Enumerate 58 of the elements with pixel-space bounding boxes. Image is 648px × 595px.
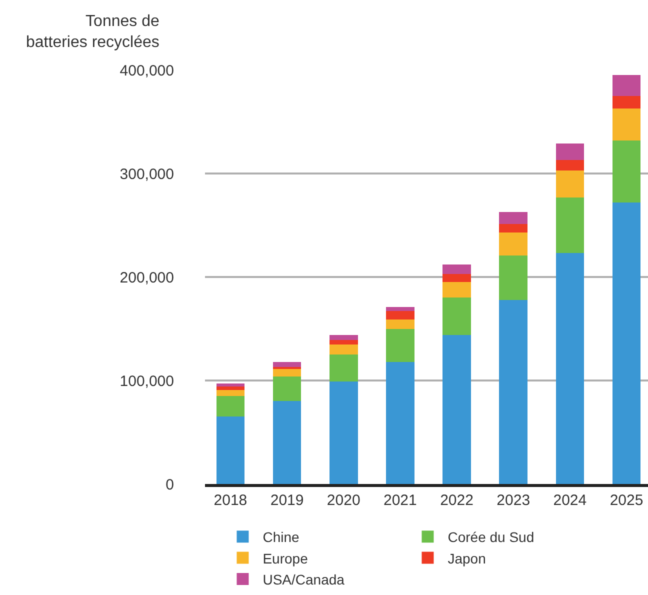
x-tick-label: 2019	[270, 492, 304, 509]
bar	[329, 344, 358, 355]
bar	[216, 390, 245, 396]
bar	[499, 212, 528, 224]
bar	[612, 75, 641, 96]
bar	[556, 160, 584, 170]
bar	[556, 170, 584, 198]
bar	[442, 298, 471, 335]
x-tick-label: 2025	[610, 492, 644, 509]
bar	[612, 202, 641, 484]
bar	[329, 354, 358, 382]
y-tick-label: 200,000	[120, 269, 174, 286]
bar	[386, 311, 414, 320]
x-tick-label: 2021	[384, 492, 417, 509]
bar	[216, 416, 245, 484]
bar	[612, 140, 641, 202]
bar	[272, 362, 302, 368]
bar	[272, 401, 302, 484]
x-tick-label: 2024	[553, 492, 587, 509]
bar	[499, 224, 528, 232]
y-tick-label: 0	[166, 476, 174, 494]
legend-label: Europe	[262, 550, 308, 566]
x-tick-label: 2022	[440, 492, 474, 509]
bar	[216, 384, 245, 387]
bar	[386, 362, 414, 484]
bar	[272, 369, 302, 376]
bar	[272, 376, 302, 402]
bar	[442, 334, 471, 484]
bar	[556, 197, 584, 254]
legend-label: USA/Canada	[262, 571, 345, 588]
bar	[556, 253, 584, 484]
bar	[499, 300, 528, 484]
bar	[386, 307, 414, 312]
bar	[612, 96, 641, 108]
bar	[442, 274, 471, 282]
bar	[612, 108, 641, 140]
y-tick-label: 400,000	[120, 62, 174, 80]
bar	[556, 143, 584, 160]
bar	[329, 340, 358, 344]
y-tick-label: 300,000	[120, 166, 174, 183]
bar	[386, 319, 414, 329]
bar	[499, 232, 528, 256]
bar	[329, 382, 358, 484]
bar	[329, 334, 358, 340]
bar	[216, 386, 245, 390]
x-tick-label: 2020	[326, 492, 360, 509]
x-tick-label: 2023	[496, 492, 530, 509]
bar	[442, 282, 471, 298]
legend-label: Chine	[262, 529, 300, 546]
legend-label: Corée du Sud	[448, 529, 534, 546]
bar	[216, 396, 245, 417]
x-tick-label: 2018	[214, 492, 248, 509]
y-tick-label: 100,000	[120, 372, 174, 390]
y-axis-title: Tonnes de batteries recyclées	[26, 13, 160, 51]
bar	[386, 328, 414, 362]
bar	[442, 264, 471, 274]
legend-label: Japon	[448, 550, 486, 566]
bar	[499, 255, 528, 300]
